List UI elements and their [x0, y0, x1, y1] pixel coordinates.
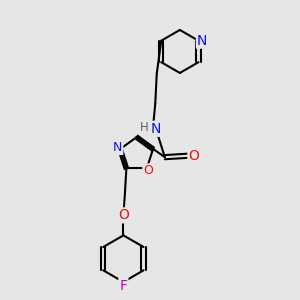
Text: O: O	[188, 149, 199, 163]
Text: N: N	[113, 141, 122, 154]
Text: F: F	[119, 278, 128, 292]
Text: O: O	[118, 208, 129, 222]
Text: O: O	[143, 164, 153, 177]
Text: N: N	[151, 122, 161, 136]
Text: N: N	[197, 34, 207, 48]
Text: H: H	[140, 121, 149, 134]
